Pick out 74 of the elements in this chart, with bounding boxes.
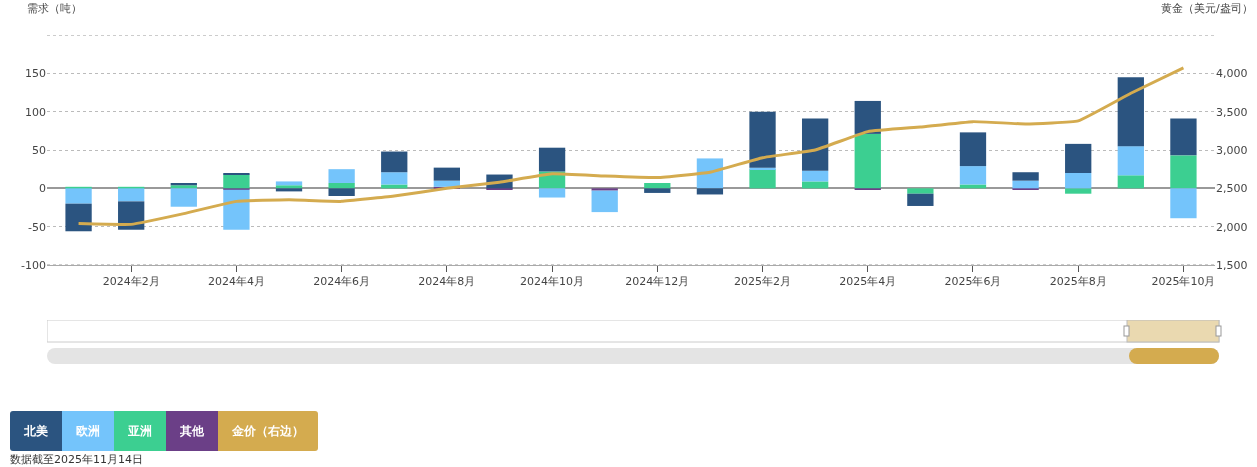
text: 金价（右边） <box>218 411 318 451</box>
y2-tick-label: 2,500 <box>1216 182 1248 196</box>
bar <box>381 151 408 173</box>
x-tick-label: 2024年12月 <box>625 275 690 289</box>
y2-tick-label: 4,000 <box>1216 67 1248 81</box>
x-tick-label: 2024年4月 <box>207 275 265 289</box>
text: 欧洲 <box>62 411 114 451</box>
bar <box>1012 180 1039 189</box>
text: 亚洲 <box>114 411 166 451</box>
bar <box>854 100 881 134</box>
bar <box>328 182 355 189</box>
bar <box>591 190 618 213</box>
bar <box>959 132 987 167</box>
bar <box>959 166 987 185</box>
bar <box>223 189 250 230</box>
text: 其他 <box>166 411 218 451</box>
bar <box>801 118 829 171</box>
x-tick-label: 2025年10月 <box>1151 275 1216 289</box>
bar <box>1117 175 1144 189</box>
y2-tick-label: 2,000 <box>1216 220 1248 234</box>
x-tick-label: 2025年4月 <box>839 275 897 289</box>
y-tick-label: -100 <box>21 258 46 272</box>
bar <box>170 188 197 207</box>
text: 北美 <box>10 411 62 451</box>
y-tick-label: -50 <box>28 220 46 234</box>
bar <box>1117 77 1144 147</box>
bar <box>381 172 408 185</box>
bar <box>907 193 934 206</box>
y2-tick-label: 3,500 <box>1216 105 1248 119</box>
y2-tick-label: 1,500 <box>1216 258 1248 272</box>
bar <box>65 203 92 232</box>
x-tick-label: 2025年2月 <box>734 275 792 289</box>
bar <box>275 181 303 186</box>
bar <box>907 188 934 194</box>
bar <box>1065 173 1092 189</box>
bar <box>1012 172 1039 181</box>
bar <box>538 147 566 172</box>
x-tick-label: 2025年8月 <box>1049 275 1107 289</box>
x-tick-label: 2024年2月 <box>102 275 160 289</box>
y-axis-title: 需求（吨） <box>27 2 82 15</box>
x-tick-label: 2024年8月 <box>418 275 476 289</box>
bar <box>1170 155 1197 189</box>
bar <box>591 188 618 191</box>
bar <box>644 182 671 189</box>
line-series <box>77 66 1185 226</box>
bar <box>1170 188 1197 219</box>
y-tick-label: 50 <box>32 143 46 157</box>
bar <box>1117 146 1144 176</box>
x-tick-label: 2025年6月 <box>944 275 1002 289</box>
bar <box>696 188 724 195</box>
bar <box>1065 143 1092 173</box>
bar <box>65 188 92 204</box>
x-tick-label: 2024年10月 <box>520 275 585 289</box>
bar <box>854 133 881 189</box>
bar <box>433 167 461 181</box>
y-tick-label: 100 <box>25 105 46 119</box>
y-tick-label: 0 <box>39 182 46 196</box>
bar <box>749 169 776 189</box>
bar <box>801 181 829 189</box>
bar <box>801 170 829 182</box>
bar <box>538 188 566 198</box>
bar <box>328 188 355 196</box>
bar <box>749 111 776 168</box>
x-tick-label: 2024年6月 <box>313 275 371 289</box>
bar <box>1065 188 1092 194</box>
text: 数据截至2025年11月14日 <box>10 452 143 467</box>
bar <box>644 188 671 193</box>
y2-tick-label: 3,000 <box>1216 143 1248 157</box>
bar <box>328 169 355 183</box>
bar <box>1170 118 1197 156</box>
y2-axis-title: 黄金（美元/盎司） <box>1161 2 1253 15</box>
bar <box>223 174 250 189</box>
bar <box>118 188 145 202</box>
y-tick-label: 150 <box>25 67 46 81</box>
